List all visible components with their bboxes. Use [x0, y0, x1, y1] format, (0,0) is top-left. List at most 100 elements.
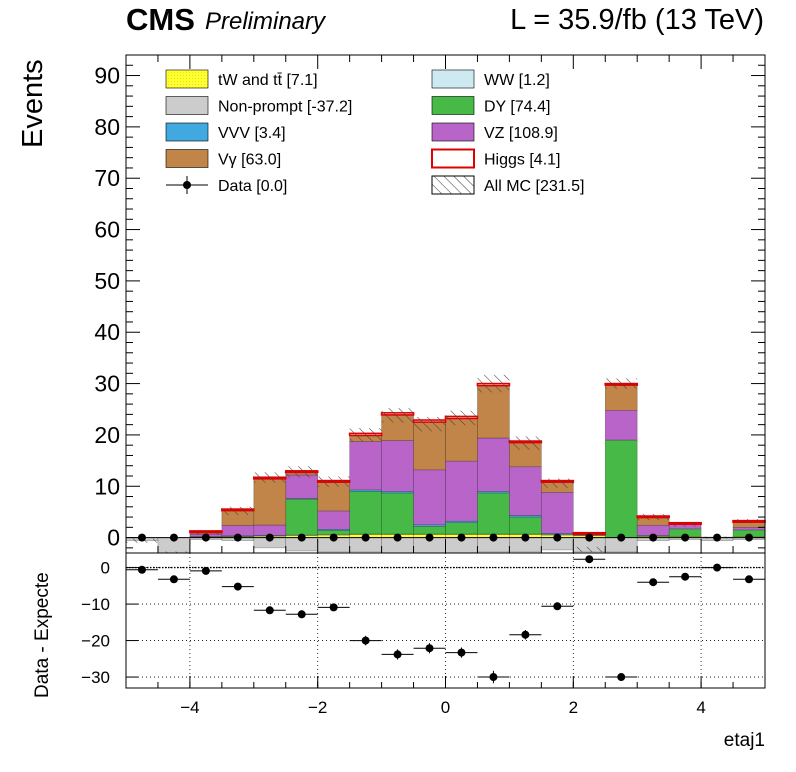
bar-dy-74-4 [413, 526, 446, 535]
bar-dy-74-4 [604, 439, 638, 538]
mc-uncertainty-band [317, 476, 350, 487]
ratio-point [329, 603, 338, 612]
x-tick-label: 2 [569, 698, 578, 717]
bar-vz-108-9 [477, 437, 510, 492]
plot-header: CMS Preliminary L = 35.9/fb (13 TeV) [0, 0, 796, 50]
mc-uncertainty-band [349, 428, 382, 442]
mc-uncertainty-band [733, 519, 765, 524]
ratio-point [649, 578, 658, 587]
data-point [489, 533, 498, 542]
bar-vz-108-9 [317, 510, 350, 530]
bar-vz-108-9 [541, 492, 574, 534]
ratio-point [233, 582, 242, 591]
bar-dy-74-4 [509, 516, 542, 535]
data-point [169, 533, 178, 542]
legend-swatch [165, 69, 209, 89]
legend-swatch [165, 96, 209, 115]
ratio-point [137, 565, 146, 574]
ratio-point [169, 575, 178, 584]
mc-uncertainty-band [381, 408, 414, 423]
mc-uncertainty-band [637, 513, 670, 521]
data-point [361, 533, 370, 542]
legend-label: Non-prompt [-37.2] [218, 99, 352, 116]
bar-vz-108-9 [509, 466, 542, 516]
ratio-point [617, 673, 626, 682]
bar-vz-108-9 [349, 441, 382, 491]
legend-label: DY [74.4] [484, 99, 550, 116]
legend-swatch [165, 149, 209, 168]
legend-swatch [431, 69, 475, 89]
legend-label: Vγ [63.0] [218, 152, 281, 169]
ratio-y-tick-label: −20 [81, 632, 110, 651]
bar-dy-74-4 [381, 492, 414, 535]
y-tick-label: 60 [94, 217, 120, 243]
bar-v-63-0 [477, 385, 510, 439]
ratio-point [201, 566, 210, 575]
legend: tW and tt̄ [7.1] Non-prompt [-37.2] VVV [3… [165, 69, 584, 195]
ratio-point [393, 650, 402, 659]
ratio-y-tick-label: −30 [81, 668, 110, 687]
y-tick-label: 0 [107, 525, 120, 551]
bar-vz-108-9 [413, 469, 446, 526]
data-point [585, 533, 594, 542]
mc-uncertainty-band [189, 530, 222, 536]
bar-dy-74-4 [349, 491, 382, 535]
data-point [713, 533, 722, 542]
mc-uncertainty-band [573, 546, 606, 552]
bar-dy-74-4 [285, 498, 319, 536]
bar-vz-108-9 [381, 440, 414, 492]
mc-uncertainty-band [157, 551, 190, 553]
data-point [681, 533, 690, 542]
data-point [617, 533, 626, 542]
x-tick-label: −2 [308, 698, 327, 717]
x-axis-title: etaj1 [724, 730, 765, 751]
y-tick-label: 10 [94, 473, 120, 499]
legend-swatch [431, 175, 475, 195]
ratio-point [361, 636, 370, 645]
preliminary-label: Preliminary [205, 8, 326, 35]
ratio-point [713, 563, 722, 572]
mc-uncertainty-band [445, 410, 478, 426]
ratio-point [521, 630, 530, 639]
bar-v-63-0 [604, 384, 638, 411]
ratio-point [681, 572, 690, 581]
bar-vz-108-9 [604, 409, 638, 441]
luminosity-label: L = 35.9/fb (13 TeV) [510, 4, 764, 36]
legend-swatch [431, 122, 475, 142]
ratio-point [297, 610, 306, 619]
legend-label: VZ [108.9] [484, 125, 558, 142]
y-tick-label: 70 [94, 165, 120, 191]
bar-v-63-0 [317, 481, 350, 512]
y-tick-label: 20 [94, 422, 120, 448]
y-tick-label: 30 [94, 371, 120, 397]
ratio-panel: 0−10−20−30−4 −2 0 2 4 [81, 552, 766, 717]
legend-label: WW [1.2] [484, 72, 550, 89]
data-point [297, 533, 306, 542]
mc-uncertainty-band [477, 374, 510, 393]
bar-vz-108-9 [285, 474, 319, 499]
ratio-y-tick-label: −10 [81, 595, 110, 614]
main-panel: 0 10 20 30 40 50 60 70 80 90 [94, 54, 766, 554]
legend-label: VVV [3.4] [218, 125, 286, 142]
ratio-point [489, 673, 498, 682]
bar-vz-108-9 [445, 460, 478, 522]
bar-v-63-0 [445, 418, 478, 462]
legend-marker [183, 181, 191, 189]
x-tick-label: 4 [696, 698, 705, 717]
ratio-point [457, 648, 466, 657]
mc-uncertainty-band [413, 416, 446, 432]
data-point [457, 533, 466, 542]
ratio-point [585, 555, 594, 564]
x-tick-label: 0 [441, 698, 450, 717]
data-point [553, 533, 562, 542]
data-point [265, 533, 274, 542]
y-tick-label: 90 [94, 63, 120, 89]
legend-label: Higgs [4.1] [484, 152, 560, 169]
bar-v-63-0 [253, 478, 287, 526]
legend-label: tW and tt̄ [7.1] [218, 72, 318, 89]
ratio-point [425, 644, 434, 653]
ratio-point [265, 606, 274, 615]
mc-uncertainty-band [605, 378, 638, 389]
data-point [233, 533, 242, 542]
